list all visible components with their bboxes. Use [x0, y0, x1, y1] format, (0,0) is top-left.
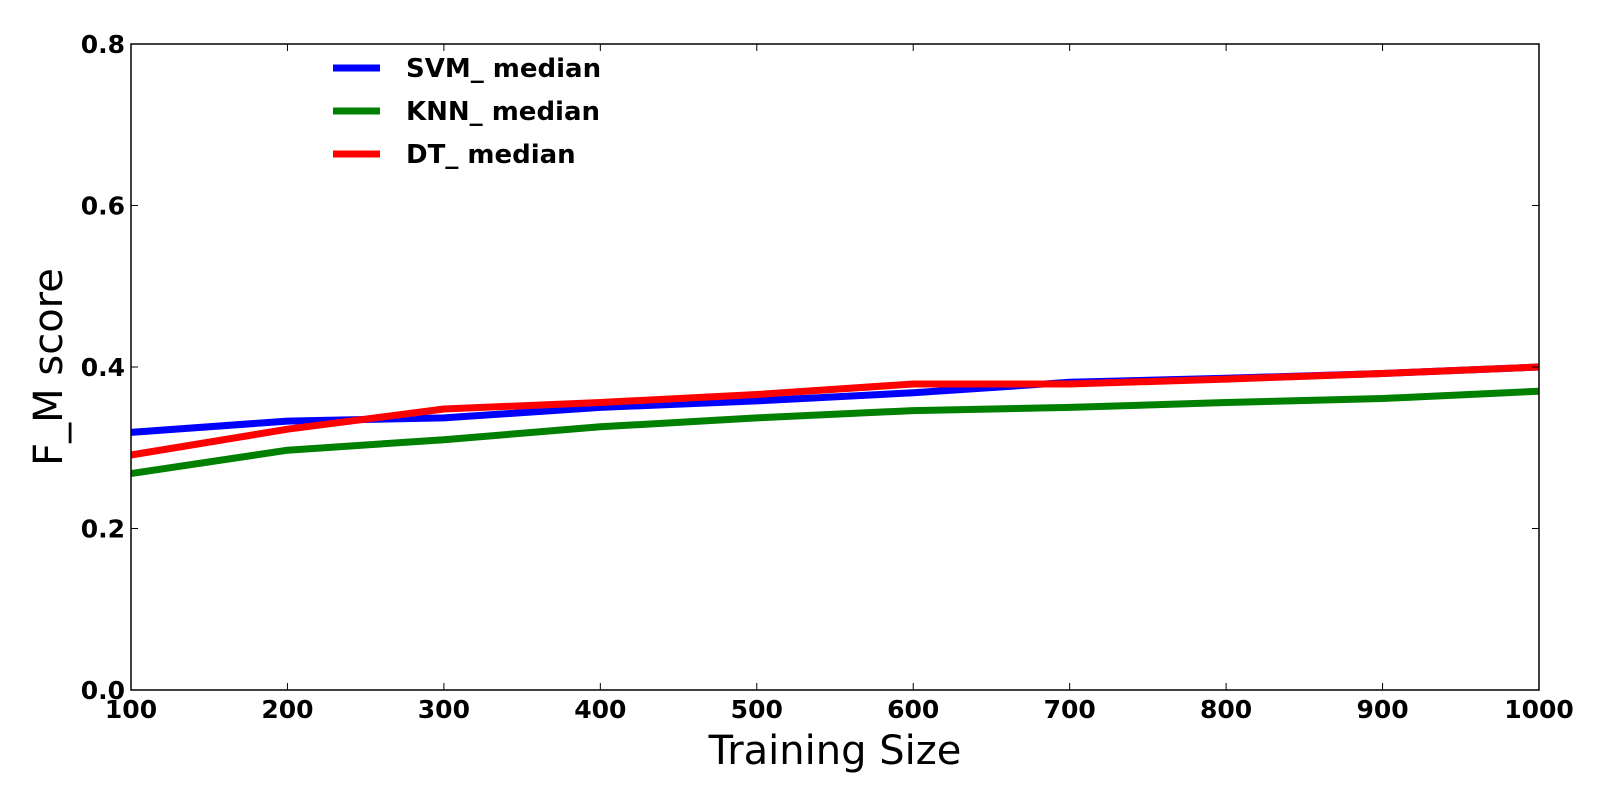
- legend-label-0: SVM_ median: [406, 54, 601, 84]
- tick-layer: 100 200 300 400 500 600 700 800 900 1000 0.0 0.2 0.4…: [81, 30, 1574, 724]
- legend: SVM_ median KNN_ median DT_ median: [333, 54, 601, 170]
- series-line-1: [130, 387, 1540, 478]
- x-axis-label: Training Size: [708, 728, 962, 774]
- y-tick-label: 0.0: [81, 676, 125, 705]
- y-tick-label: 0.2: [81, 515, 125, 544]
- x-tick-label: 200: [261, 695, 313, 724]
- y-axis-label: F_M score: [26, 268, 72, 466]
- y-tick-label: 0.6: [81, 192, 125, 221]
- series-line-2: [130, 363, 1540, 459]
- x-tick-label: 100: [105, 695, 157, 724]
- x-tick-label: 500: [731, 695, 783, 724]
- legend-label-2: DT_ median: [406, 140, 576, 170]
- y-tick-label: 0.4: [81, 353, 125, 382]
- x-tick-label: 1000: [1504, 695, 1574, 724]
- y-tick-label: 0.8: [81, 30, 125, 59]
- x-tick-label: 300: [418, 695, 470, 724]
- series-layer: [130, 363, 1540, 478]
- legend-label-1: KNN_ median: [406, 97, 600, 127]
- x-tick-label: 900: [1356, 695, 1408, 724]
- x-tick-label: 400: [574, 695, 626, 724]
- x-tick-label: 600: [887, 695, 939, 724]
- x-tick-label: 800: [1200, 695, 1252, 724]
- x-tick-label: 700: [1044, 695, 1096, 724]
